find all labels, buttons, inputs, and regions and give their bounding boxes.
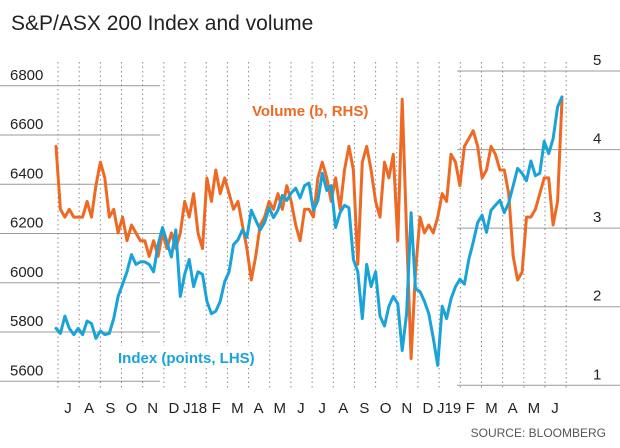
x-tick-label: A (254, 400, 264, 417)
x-tick-label: M (528, 400, 541, 417)
index-series-line (54, 95, 564, 367)
index-series-label: Index (points, LHS) (118, 350, 255, 367)
source-credit: SOURCE: BLOOMBERG (471, 426, 606, 440)
x-tick-label: D (423, 400, 434, 417)
x-tick-label: M (485, 400, 498, 417)
x-tick-label: O (126, 400, 138, 417)
left-tick-label: 6200 (10, 215, 43, 232)
left-axis-tick-labels: 5600 5800 6000 6200 6400 6600 6800 (10, 67, 43, 380)
x-tick-label: J (64, 400, 72, 417)
x-tick-label: A (508, 400, 518, 417)
right-tick-label: 5 (593, 52, 601, 69)
x-tick-label: D (168, 400, 179, 417)
x-tick-label: J19 (437, 400, 461, 417)
x-tick-label: N (401, 400, 412, 417)
x-tick-label: M (273, 400, 286, 417)
right-tick-label: 4 (593, 131, 601, 148)
x-tick-label: M (231, 400, 244, 417)
vertical-gridlines (57, 62, 567, 388)
x-tick-label: S (105, 400, 115, 417)
volume-label-background (248, 99, 384, 121)
index-label-background (114, 346, 264, 368)
left-tick-label: 6000 (10, 264, 43, 281)
left-tick-label: 5800 (10, 313, 43, 330)
x-tick-label: O (380, 400, 392, 417)
x-tick-label: A (338, 400, 348, 417)
x-tick-label: J (551, 400, 559, 417)
reference-lines (0, 70, 620, 386)
chart-title: S&P/ASX 200 Index and volume (11, 12, 313, 35)
left-tick-label: 5600 (10, 362, 43, 379)
x-axis-tick-labels: J A S O N D J18 F M A M J J A S O N D J19 F M A M J (64, 400, 559, 417)
left-tick-label: 6400 (10, 165, 43, 182)
right-tick-label: 3 (593, 209, 601, 226)
left-tick-label: 6800 (10, 67, 43, 84)
x-tick-label: A (84, 400, 94, 417)
right-tick-label: 2 (593, 288, 601, 305)
x-tick-label: J (297, 400, 305, 417)
volume-series-line (54, 97, 564, 361)
x-tick-label: F (466, 400, 475, 417)
x-tick-label: J (318, 400, 326, 417)
right-tick-label: 1 (593, 366, 601, 383)
x-tick-label: F (212, 400, 221, 417)
x-tick-label: S (359, 400, 369, 417)
x-tick-label: N (147, 400, 158, 417)
x-tick-label: J18 (183, 400, 207, 417)
left-tick-label: 6600 (10, 116, 43, 133)
volume-series-label: Volume (b, RHS) (252, 103, 368, 120)
right-axis-tick-labels: 1 2 3 4 5 (593, 52, 601, 383)
